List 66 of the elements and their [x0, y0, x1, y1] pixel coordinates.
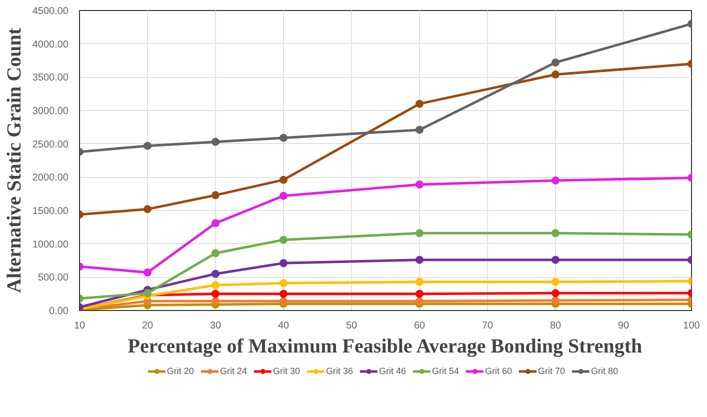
- x-tick-label: 10: [74, 320, 86, 332]
- legend-label: Grit 36: [326, 366, 353, 376]
- point: [212, 297, 220, 306]
- y-tick-label: 2500.00: [32, 139, 69, 150]
- point: [552, 70, 560, 78]
- x-tick-label: 100: [683, 320, 700, 332]
- point: [416, 297, 424, 306]
- point: [416, 126, 424, 134]
- point: [144, 142, 152, 150]
- x-axis-title: Percentage of Maximum Feasible Average Bonding Strength: [128, 336, 642, 358]
- legend-label: Grit 60: [485, 366, 512, 376]
- point: [144, 268, 152, 276]
- point: [552, 229, 560, 238]
- legend-label: Grit 54: [432, 366, 460, 376]
- point: [212, 290, 220, 298]
- point: [144, 205, 152, 214]
- y-tick-label: 0.00: [49, 306, 69, 317]
- point: [280, 279, 288, 288]
- point: [280, 236, 288, 244]
- y-tick-label: 1500.00: [32, 206, 69, 217]
- y-tick-label: 3500.00: [32, 72, 69, 84]
- y-tick-label: 4000.00: [32, 39, 69, 50]
- y-axis-title: Alternative Static Grain Count: [3, 28, 26, 293]
- x-tick-label: 20: [142, 320, 154, 332]
- point: [212, 270, 220, 278]
- legend-label: Grit 24: [220, 366, 247, 376]
- point: [212, 191, 220, 200]
- legend-label: Grit 70: [538, 366, 566, 376]
- legend-label: Grit 46: [378, 366, 406, 376]
- point: [416, 229, 424, 238]
- point: [212, 219, 220, 228]
- point: [416, 100, 424, 108]
- point: [416, 290, 424, 298]
- point: [212, 281, 220, 290]
- point: [280, 134, 288, 142]
- x-tick-label: 50: [346, 320, 358, 332]
- point: [280, 290, 288, 298]
- point: [280, 192, 288, 200]
- point: [416, 256, 424, 264]
- y-tick-label: 3000.00: [32, 106, 69, 117]
- y-tick-label: 2000.00: [32, 172, 69, 184]
- y-tick-label: 4500.00: [32, 6, 69, 17]
- x-tick-label: 60: [414, 320, 426, 332]
- legend-label: Grit 30: [272, 366, 300, 376]
- point: [552, 296, 560, 304]
- x-tick-label: 90: [618, 320, 630, 332]
- point: [212, 249, 220, 258]
- legend-label: Grit 80: [591, 366, 618, 376]
- point: [280, 259, 288, 268]
- point: [552, 58, 560, 66]
- y-tick-label: 500.00: [38, 272, 69, 284]
- point: [552, 176, 560, 184]
- point: [212, 138, 220, 146]
- y-tick-label: 1000.00: [32, 239, 69, 250]
- point: [280, 297, 288, 306]
- legend-label: Grit 20: [166, 366, 194, 376]
- point: [416, 278, 424, 286]
- point: [552, 278, 560, 286]
- point: [416, 180, 424, 188]
- x-tick-label: 30: [210, 320, 222, 332]
- point: [552, 256, 560, 264]
- point: [552, 289, 560, 298]
- x-tick-label: 70: [482, 320, 494, 332]
- x-tick-label: 80: [550, 320, 562, 332]
- point: [280, 176, 288, 184]
- x-tick-label: 40: [278, 320, 290, 332]
